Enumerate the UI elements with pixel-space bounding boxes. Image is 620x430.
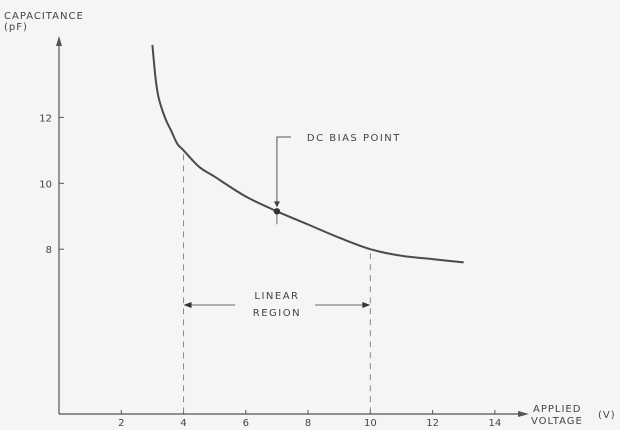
dc-bias-point-leader <box>276 136 291 204</box>
x-ticks: 2 4 6 8 10 12 14 <box>118 410 501 429</box>
x-axis-title-line2: VOLTAGE <box>531 416 583 427</box>
x-tick-label: 14 <box>488 418 501 429</box>
x-tick-label: 12 <box>426 418 439 429</box>
y-tick-label: 8 <box>46 245 52 256</box>
y-axis-arrow-icon <box>56 36 62 46</box>
linear-region-label-line1: LINEAR <box>254 291 299 302</box>
y-tick-label: 10 <box>39 179 52 190</box>
dc-bias-point-marker <box>273 208 281 215</box>
linear-region-right-arrow-icon <box>362 302 371 308</box>
y-ticks: 8 10 12 <box>39 113 64 256</box>
x-tick-label: 8 <box>305 418 311 429</box>
capacitance-curve <box>151 44 464 264</box>
x-axis-title-line1: APPLIED <box>533 404 581 415</box>
y-tick-label: 12 <box>39 113 52 124</box>
linear-region-label-line2: REGION <box>253 308 301 319</box>
linear-region-left-arrow-icon <box>183 302 192 308</box>
x-tick-label: 10 <box>364 418 377 429</box>
y-axis-title-line2: (pF) <box>4 22 28 33</box>
x-tick-label: 4 <box>180 418 186 429</box>
dc-bias-point-label: DC BIAS POINT <box>307 133 401 144</box>
x-tick-label: 6 <box>243 418 249 429</box>
x-tick-label: 2 <box>118 418 124 429</box>
y-axis-title-line1: CAPACITANCE <box>4 11 84 22</box>
x-axis-arrow-icon <box>518 411 529 417</box>
dc-bias-point-arrow-icon <box>273 201 280 208</box>
x-axis-unit: (V) <box>598 410 616 421</box>
